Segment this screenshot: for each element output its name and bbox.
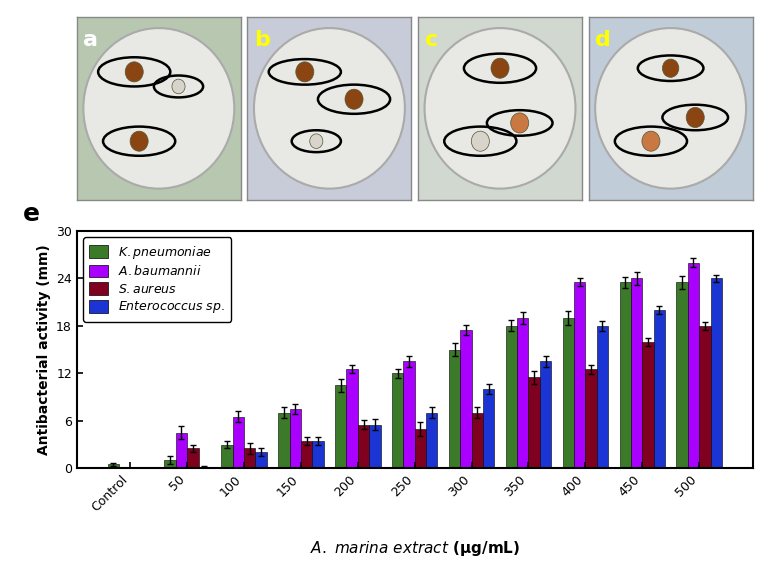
Circle shape [491,58,509,78]
Ellipse shape [254,28,405,188]
Bar [654,310,665,468]
Text: b: b [254,30,270,50]
Bar [483,389,495,468]
Bar [221,444,233,468]
Bar [517,318,528,468]
Circle shape [511,113,528,133]
Bar [426,413,438,468]
Ellipse shape [595,28,746,188]
Bar [506,326,517,468]
Bar [688,263,699,468]
Bar [540,361,551,468]
Ellipse shape [425,28,575,188]
Bar [233,417,244,468]
Bar [187,448,199,468]
Bar [301,441,313,468]
Text: e: e [23,202,40,226]
Bar [369,425,381,468]
Bar [290,409,301,468]
Circle shape [125,62,144,82]
Circle shape [686,107,704,127]
Circle shape [310,134,323,148]
Text: d: d [595,30,611,50]
Bar [574,283,585,468]
Circle shape [642,131,660,151]
Bar [597,326,608,468]
Text: $\mathit{A.\ marina\ extract}$ (μg/mL): $\mathit{A.\ marina\ extract}$ (μg/mL) [310,540,520,558]
Bar [278,413,290,468]
Bar [415,429,426,468]
Bar [460,330,472,468]
Text: a: a [84,30,98,50]
Circle shape [345,89,363,109]
Bar [244,448,256,468]
Bar [449,349,460,468]
Bar [585,369,597,468]
Bar [563,318,574,468]
Y-axis label: Antibacterial activity (mm): Antibacterial activity (mm) [37,244,51,455]
Bar [631,279,642,468]
Bar [699,326,710,468]
Bar [335,385,346,468]
Bar [256,452,266,468]
Bar [176,433,187,468]
Bar [710,279,722,468]
Bar [620,283,631,468]
Bar [346,369,358,468]
Bar [358,425,369,468]
Circle shape [130,131,148,151]
Bar [313,441,323,468]
Circle shape [663,59,679,77]
Bar [677,283,688,468]
Bar [403,361,415,468]
Text: c: c [425,30,438,50]
Circle shape [472,131,489,151]
Circle shape [296,62,314,82]
Bar [164,460,176,468]
Circle shape [172,79,185,94]
Ellipse shape [84,28,234,188]
Bar [528,377,540,468]
Bar [392,373,403,468]
Bar [472,413,483,468]
Bar [642,341,654,468]
Legend: $\it{K. pneumoniae}$, $\it{A. baumannii}$, $\it{S. aureus}$, $\it{Enterococcus}$: $\it{K. pneumoniae}$, $\it{A. baumannii}… [83,238,231,321]
Bar [108,464,119,468]
